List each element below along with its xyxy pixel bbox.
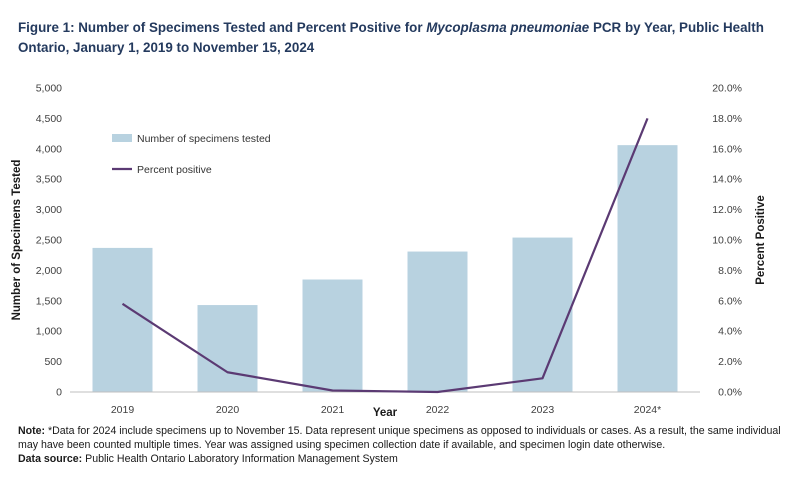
- right-y-tick-label: 2.0%: [718, 356, 742, 368]
- bar-2020: [197, 305, 258, 392]
- x-axis: 2019 2020 2021 2022 2023 2024*: [111, 404, 661, 416]
- left-y-tick-label: 3,000: [36, 204, 62, 216]
- right-y-tick-label: 4.0%: [718, 326, 742, 338]
- data-source-label: Data source:: [18, 453, 83, 465]
- right-y-tick-label: 18.0%: [712, 113, 742, 125]
- x-tick-label: 2022: [426, 404, 450, 416]
- title-text-continued: PCR by Year, Public Health Ontario, Janu…: [18, 20, 764, 55]
- left-y-tick-label: 500: [44, 356, 62, 368]
- legend-label-specimens: Number of specimens tested: [137, 133, 271, 145]
- left-y-axis: 0 500 1,000 1,500 2,000 2,500 3,000 3,500 4,000 4…: [36, 83, 62, 399]
- right-y-tick-label: 10.0%: [712, 235, 742, 247]
- right-y-tick-label: 8.0%: [718, 265, 742, 277]
- title-italic-species: Mycoplasma pneumoniae: [426, 20, 590, 35]
- title-text: Figure 1: Number of Specimens Tested and…: [18, 20, 427, 35]
- bar-2022: [407, 251, 468, 392]
- x-tick-label: 2019: [111, 404, 135, 416]
- right-y-tick-label: 20.0%: [712, 83, 742, 95]
- bar-2023: [512, 237, 573, 392]
- left-y-tick-label: 3,500: [36, 174, 62, 186]
- left-y-tick-label: 2,000: [36, 265, 62, 277]
- right-y-axis: 0.0% 2.0% 4.0% 6.0% 8.0% 10.0% 12.0% 14.0% 16.0%…: [712, 83, 742, 399]
- bar-2024: [617, 145, 678, 392]
- right-y-tick-label: 14.0%: [712, 174, 742, 186]
- right-y-tick-label: 16.0%: [712, 143, 742, 155]
- bar-2019: [92, 247, 153, 392]
- left-y-tick-label: 2,500: [36, 235, 62, 247]
- left-y-tick-label: 0: [56, 387, 62, 399]
- note-label: Note:: [18, 425, 46, 437]
- left-y-axis-title: Number of Specimens Tested: [11, 160, 23, 321]
- notes-block: Note: *Data for 2024 include specimens u…: [18, 424, 788, 466]
- combo-chart: 0 500 1,000 1,500 2,000 2,500 3,000 3,500 4,000 4…: [11, 83, 767, 420]
- x-tick-label: 2024*: [634, 404, 661, 416]
- legend-label-percent: Percent positive: [137, 164, 212, 176]
- right-y-tick-label: 12.0%: [712, 204, 742, 216]
- right-y-axis-title: Percent Positive: [755, 195, 767, 284]
- left-y-tick-label: 1,000: [36, 326, 62, 338]
- right-y-tick-label: 0.0%: [718, 387, 742, 399]
- left-y-tick-label: 4,500: [36, 113, 62, 125]
- x-tick-label: 2021: [321, 404, 345, 416]
- figure-title: Figure 1: Number of Specimens Tested and…: [18, 18, 788, 58]
- legend-swatch-bar: [112, 134, 132, 142]
- note-paragraph: Note: *Data for 2024 include specimens u…: [18, 424, 788, 452]
- data-source-text: Public Health Ontario Laboratory Informa…: [82, 453, 398, 465]
- x-tick-label: 2020: [216, 404, 240, 416]
- percent-positive-line: [121, 117, 649, 394]
- data-source-line: Data source: Public Health Ontario Labor…: [18, 452, 788, 466]
- x-axis-title: Year: [373, 407, 398, 419]
- legend: Number of specimens tested Percent positi…: [112, 133, 271, 176]
- left-y-tick-label: 1,500: [36, 295, 62, 307]
- left-y-tick-label: 5,000: [36, 83, 62, 95]
- x-tick-label: 2023: [531, 404, 555, 416]
- note-text: *Data for 2024 include specimens up to N…: [18, 425, 781, 451]
- right-y-tick-label: 6.0%: [718, 295, 742, 307]
- bar-2021: [302, 279, 363, 392]
- left-y-tick-label: 4,000: [36, 143, 62, 155]
- bar-series: [92, 145, 678, 392]
